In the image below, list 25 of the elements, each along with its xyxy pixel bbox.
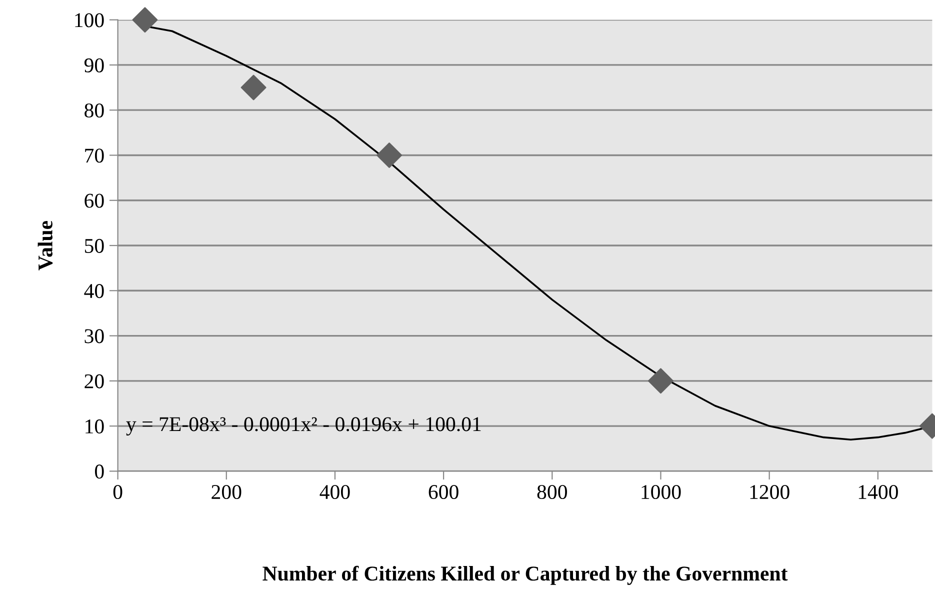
x-tick-label: 1400 [858, 484, 898, 500]
x-tick-label: 1000 [642, 484, 681, 500]
x-tick-label: 400 [320, 484, 350, 500]
y-tick-label: 20 [84, 374, 104, 388]
x-axis-title: Number of Citizens Killed or Captured by the Government [262, 566, 788, 585]
y-axis-title: Value [38, 220, 53, 270]
y-tick-label: 40 [84, 284, 104, 298]
y-tick-label: 0 [94, 464, 104, 479]
x-tick-label: 600 [428, 484, 458, 500]
y-tick-label: 90 [84, 58, 104, 72]
point [240, 74, 266, 100]
y-tick-label: 30 [84, 329, 104, 344]
y-tick-label: 100 [75, 13, 104, 28]
y-tick-label: 80 [84, 103, 104, 118]
x-tick-label: 800 [537, 484, 567, 500]
x-tick-label: 1200 [750, 484, 790, 500]
x-tick-label: 0 [113, 484, 122, 500]
y-tick-label: 50 [84, 238, 104, 253]
annotation: y = 7E-08x³ - 0.0001x² - 0.0196x + 100.01 [126, 417, 481, 436]
y-tick-label: 10 [86, 419, 104, 434]
x-tick-label: 200 [212, 484, 242, 500]
y-tick-label: 60 [84, 194, 104, 208]
point [132, 7, 158, 33]
y-tick-label: 70 [85, 148, 104, 163]
point [376, 142, 402, 168]
